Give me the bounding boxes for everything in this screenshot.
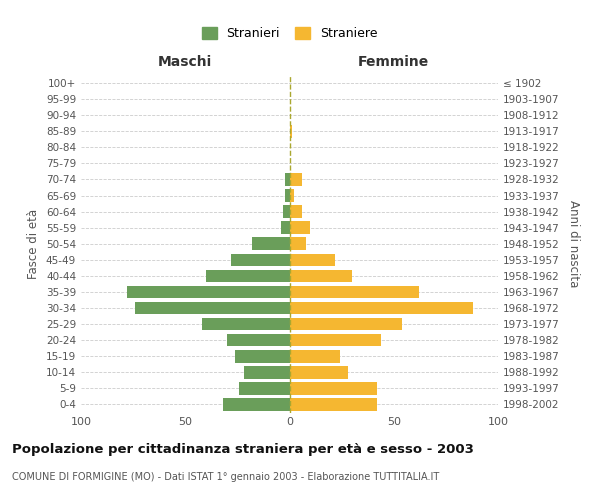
Text: Femmine: Femmine [358, 54, 430, 68]
Text: COMUNE DI FORMIGINE (MO) - Dati ISTAT 1° gennaio 2003 - Elaborazione TUTTITALIA.: COMUNE DI FORMIGINE (MO) - Dati ISTAT 1°… [12, 472, 439, 482]
Bar [135, 302, 290, 314]
Bar [290, 398, 377, 410]
Y-axis label: Fasce di età: Fasce di età [28, 208, 40, 279]
Bar [290, 173, 302, 186]
Bar [290, 222, 310, 234]
Bar [290, 302, 473, 314]
Bar [290, 125, 292, 138]
Bar [127, 286, 290, 298]
Bar [290, 318, 402, 330]
Bar [290, 238, 306, 250]
Bar [290, 270, 352, 282]
Text: Popolazione per cittadinanza straniera per età e sesso - 2003: Popolazione per cittadinanza straniera p… [12, 442, 474, 456]
Bar [290, 190, 293, 202]
Bar [286, 190, 290, 202]
Bar [290, 334, 381, 346]
Bar [206, 270, 290, 282]
Bar [290, 286, 419, 298]
Bar [244, 366, 290, 378]
Bar [252, 238, 290, 250]
Bar [290, 366, 348, 378]
Bar [202, 318, 290, 330]
Bar [281, 222, 290, 234]
Legend: Stranieri, Straniere: Stranieri, Straniere [202, 27, 377, 40]
Bar [290, 206, 302, 218]
Bar [286, 173, 290, 186]
Bar [235, 350, 290, 362]
Bar [239, 382, 290, 394]
Bar [290, 254, 335, 266]
Y-axis label: Anni di nascita: Anni di nascita [566, 200, 580, 288]
Bar [231, 254, 290, 266]
Bar [290, 382, 377, 394]
Text: Maschi: Maschi [158, 54, 212, 68]
Bar [283, 206, 290, 218]
Bar [290, 350, 340, 362]
Bar [223, 398, 290, 410]
Bar [227, 334, 290, 346]
